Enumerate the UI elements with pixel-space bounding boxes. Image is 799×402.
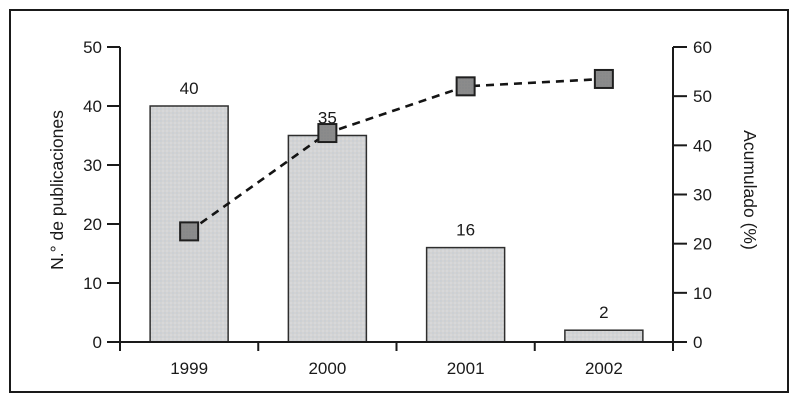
bar-value-label-2000: 35 xyxy=(318,109,337,128)
right-axis-title: Acumulado (%) xyxy=(740,130,760,250)
right-axis-tick-label-0: 0 xyxy=(693,333,702,352)
bar-value-label-1999: 40 xyxy=(180,79,199,98)
cumulative-marker-2001 xyxy=(455,76,476,97)
left-axis-tick-label-50: 50 xyxy=(83,38,102,57)
cumulative-marker-1999 xyxy=(179,221,200,242)
x-axis-label-2000: 2000 xyxy=(308,359,346,378)
left-axis-tick-label-0: 0 xyxy=(93,333,102,352)
left-axis-tick-label-10: 10 xyxy=(83,274,102,293)
right-axis-tick-label-30: 30 xyxy=(693,186,712,205)
bar-2000 xyxy=(287,134,368,343)
right-axis-tick-label-40: 40 xyxy=(693,136,712,155)
axes-layer xyxy=(107,46,687,351)
figure-border xyxy=(9,9,789,393)
bar-2002 xyxy=(564,329,644,343)
right-axis-tick-label-20: 20 xyxy=(693,235,712,254)
right-axis-tick-label-10: 10 xyxy=(693,284,712,303)
right-axis-tick-label-60: 60 xyxy=(693,38,712,57)
left-axis-tick-label-40: 40 xyxy=(83,97,102,116)
left-axis-tick-label-20: 20 xyxy=(83,215,102,234)
tick-labels-layer: 0 10 20 30 40 50 0 10 20 30 40 50 60 1999 2000 2001 2002 xyxy=(83,38,712,378)
x-axis-label-2001: 2001 xyxy=(447,359,485,378)
x-axis-label-2002: 2002 xyxy=(585,359,623,378)
cumulative-marker-2000 xyxy=(317,123,338,144)
bars-layer: 40 35 16 2 xyxy=(149,79,644,343)
x-axis-label-1999: 1999 xyxy=(170,359,208,378)
bar-value-label-2001: 16 xyxy=(456,221,475,240)
left-axis-title: N.° de publicaciones xyxy=(47,110,67,270)
bar-value-label-2002: 2 xyxy=(599,303,608,322)
cumulative-marker-2002 xyxy=(593,68,614,89)
bar-2001 xyxy=(425,246,506,343)
right-axis-tick-label-50: 50 xyxy=(693,87,712,106)
cumulative-line-layer xyxy=(179,68,614,242)
left-axis-tick-label-30: 30 xyxy=(83,156,102,175)
cumulative-line xyxy=(188,77,604,233)
